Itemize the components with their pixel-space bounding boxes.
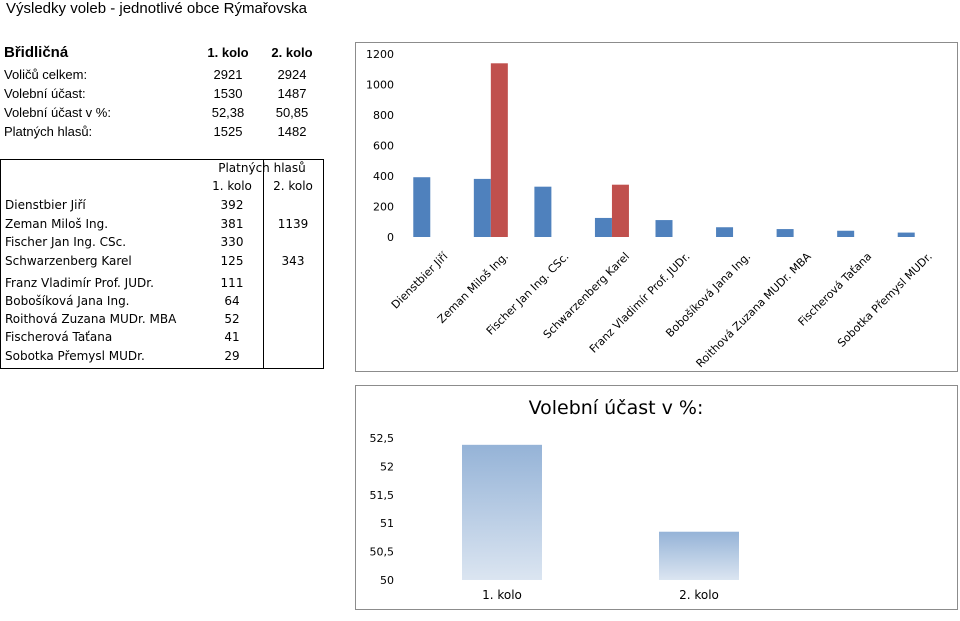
bar-round1 bbox=[837, 230, 855, 237]
y-tick-label: 400 bbox=[373, 170, 394, 183]
y-tick-label: 600 bbox=[373, 140, 394, 153]
candidate-name: Sobotka Přemysl MUDr. bbox=[5, 349, 145, 363]
y-tick-label: 50,5 bbox=[370, 546, 395, 559]
candidate-name: Bobošíková Jana Ing. bbox=[5, 294, 130, 308]
y-tick-label: 1000 bbox=[366, 79, 394, 92]
y-tick-label: 50 bbox=[380, 574, 394, 587]
votes-chart: 0 200 400 600 800 1000 1200 Dienstbier Jiří Zema… bbox=[355, 42, 958, 372]
stat-label: Voličů celkem: bbox=[4, 67, 88, 82]
candidate-table: Platných hlasů 1. kolo 2. kolo Dienstbie… bbox=[0, 159, 324, 369]
stat-label: Volební účast v %: bbox=[4, 105, 111, 120]
y-tick-label: 52,5 bbox=[370, 432, 395, 445]
bar-round2 bbox=[490, 63, 508, 238]
table-round2-header: 2. kolo bbox=[273, 179, 313, 193]
candidate-name: Roithová Zuzana MUDr. MBA bbox=[5, 312, 177, 326]
candidate-name: Dienstbier Jiří bbox=[5, 198, 86, 212]
stat-value-round2: 2924 bbox=[277, 67, 307, 82]
candidate-name: Fischer Jan Ing. CSc. bbox=[5, 235, 127, 249]
candidate-votes-round1: 381 bbox=[220, 217, 244, 231]
candidate-votes-round1: 41 bbox=[224, 330, 240, 344]
y-tick-label: 51 bbox=[380, 517, 394, 530]
candidate-votes-round1: 111 bbox=[220, 276, 244, 290]
turnout-bar bbox=[462, 444, 542, 580]
stat-value-round1: 2921 bbox=[213, 67, 243, 82]
round2-header: 2. kolo bbox=[271, 45, 313, 60]
bar-round2 bbox=[611, 184, 629, 237]
x-category-label: Franz Vladimír Prof. JUDr. bbox=[587, 250, 693, 356]
stat-value-round2: 1482 bbox=[277, 124, 307, 139]
y-tick-label: 800 bbox=[373, 109, 394, 122]
y-tick-label: 1200 bbox=[366, 48, 394, 61]
x-category-label: Dienstbier Jiří bbox=[389, 249, 451, 311]
turnout-chart: Volební účast v %: 50 50,5 51 51,5 52 52,5 1. … bbox=[355, 385, 958, 610]
bar-round1 bbox=[594, 217, 612, 237]
page-title: Výsledky voleb - jednotlivé obce Rýmařov… bbox=[6, 0, 307, 17]
candidate-votes-round1: 125 bbox=[220, 254, 244, 268]
x-category-label: Roithová Zuzana MUDr. MBA bbox=[694, 250, 815, 371]
table-column-divider bbox=[263, 160, 264, 368]
x-category-label: 1. kolo bbox=[482, 588, 522, 602]
table-header: Platných hlasů bbox=[218, 161, 306, 175]
stat-label: Platných hlasů: bbox=[4, 124, 93, 139]
turnout-bar bbox=[659, 531, 739, 580]
bar-round1 bbox=[776, 229, 794, 237]
table-round1-header: 1. kolo bbox=[212, 179, 252, 193]
y-tick-label: 0 bbox=[387, 231, 394, 244]
candidate-votes-round1: 392 bbox=[220, 198, 244, 212]
candidate-name: Zeman Miloš Ing. bbox=[5, 217, 109, 231]
candidate-votes-round1: 52 bbox=[224, 312, 240, 326]
stat-value-round2: 1487 bbox=[277, 86, 307, 101]
candidate-votes-round2: 1139 bbox=[277, 217, 309, 231]
bar-round1 bbox=[473, 178, 491, 237]
bar-round1 bbox=[716, 227, 734, 237]
candidate-name: Fischerová Taťana bbox=[5, 330, 113, 344]
municipality-name: Břidličná bbox=[4, 44, 69, 61]
candidate-votes-round1: 64 bbox=[224, 294, 240, 308]
y-tick-label: 52 bbox=[380, 460, 394, 473]
turnout-chart-svg: Volební účast v %: 50 50,5 51 51,5 52 52,5 1. … bbox=[370, 397, 739, 602]
bar-round1 bbox=[534, 186, 552, 237]
bar-round1 bbox=[655, 220, 673, 237]
turnout-chart-title: Volební účast v %: bbox=[529, 397, 704, 419]
candidate-votes-round1: 330 bbox=[220, 235, 244, 249]
y-tick-label: 51,5 bbox=[370, 489, 395, 502]
x-category-label: 2. kolo bbox=[679, 588, 719, 602]
candidate-votes-round2: 343 bbox=[281, 254, 305, 268]
stat-value-round2: 50,85 bbox=[275, 105, 309, 120]
bar-round1 bbox=[897, 232, 915, 237]
candidate-votes-round1: 29 bbox=[224, 349, 240, 363]
stat-value-round1: 1530 bbox=[213, 86, 243, 101]
candidate-name: Franz Vladimír Prof. JUDr. bbox=[5, 276, 154, 290]
round1-header: 1. kolo bbox=[207, 45, 249, 60]
stat-value-round1: 1525 bbox=[213, 124, 243, 139]
stat-value-round1: 52,38 bbox=[211, 105, 245, 120]
candidate-name: Schwarzenberg Karel bbox=[5, 254, 132, 268]
stat-label: Volební účast: bbox=[4, 86, 86, 101]
y-tick-label: 200 bbox=[373, 201, 394, 214]
bar-round1 bbox=[413, 177, 431, 237]
